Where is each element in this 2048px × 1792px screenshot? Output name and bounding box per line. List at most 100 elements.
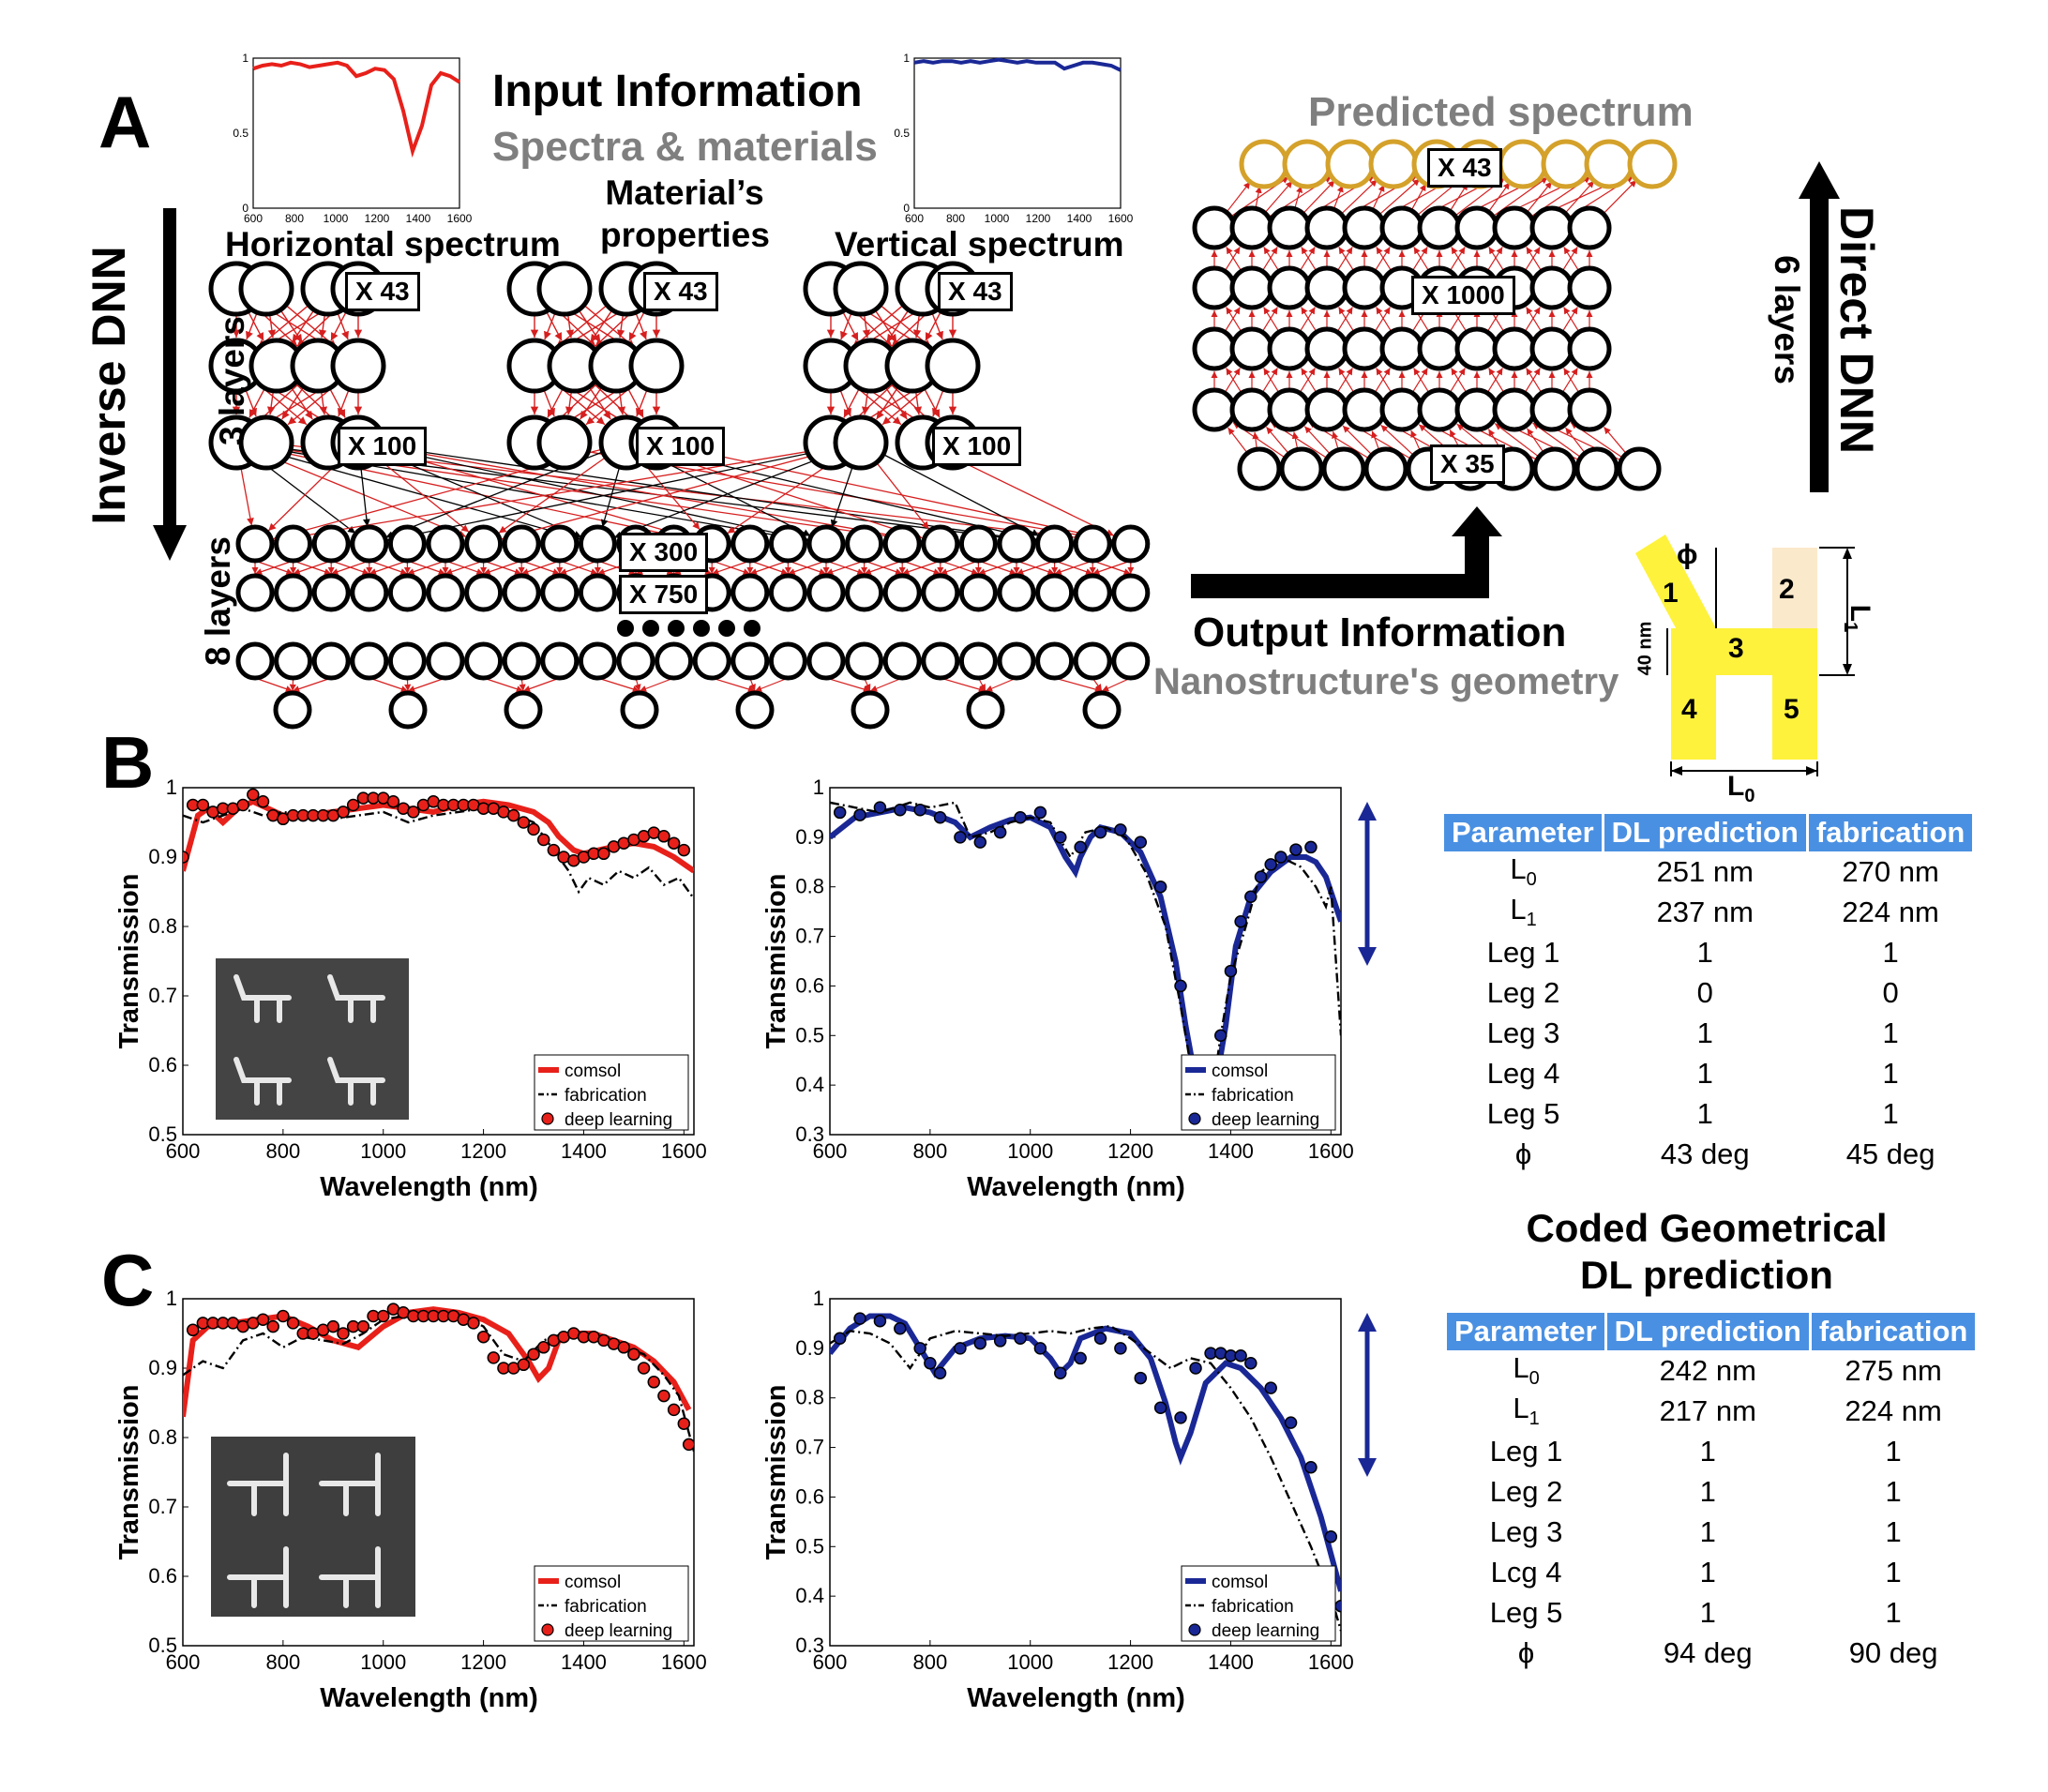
x-tick-label: 600 bbox=[166, 1650, 201, 1674]
mini-x-tick: 600 bbox=[905, 212, 924, 225]
forty-nm-label: 40 nm bbox=[1634, 621, 1656, 676]
data-point bbox=[1033, 1342, 1047, 1355]
material-properties-label-2: properties bbox=[600, 216, 770, 254]
x-tick-label: 600 bbox=[813, 1650, 848, 1674]
edge bbox=[1486, 368, 1503, 394]
neuron bbox=[1342, 205, 1387, 250]
x-tick-label: 800 bbox=[913, 1650, 948, 1674]
neuron bbox=[1492, 387, 1537, 432]
layer-count-box: X 43 bbox=[938, 272, 1013, 311]
edge bbox=[617, 390, 626, 415]
material-properties-label-1: Material’s bbox=[605, 173, 764, 212]
edge bbox=[1411, 368, 1428, 394]
neuron bbox=[1379, 387, 1424, 432]
edge bbox=[1294, 185, 1303, 209]
leg-3-label: 3 bbox=[1728, 633, 1744, 664]
edge bbox=[369, 677, 409, 693]
nanostructure-geometry-diagram bbox=[1635, 535, 1855, 776]
y-tick-label: 0.6 bbox=[148, 1564, 177, 1588]
legend-label: deep learning bbox=[565, 1110, 672, 1130]
edge bbox=[1299, 247, 1316, 272]
neuron bbox=[502, 641, 541, 681]
edge bbox=[1524, 307, 1541, 333]
edge bbox=[923, 387, 941, 418]
edge bbox=[862, 313, 871, 339]
data-point bbox=[186, 1323, 200, 1337]
data-point bbox=[1284, 1416, 1298, 1429]
fabrication-cell: 1 bbox=[1882, 935, 1899, 969]
neuron bbox=[1073, 573, 1112, 612]
table-header: Parameter bbox=[1444, 814, 1604, 851]
edge bbox=[1371, 430, 1380, 451]
data-point bbox=[1254, 870, 1268, 883]
neuron bbox=[311, 524, 351, 564]
data-point bbox=[1264, 858, 1277, 871]
mini-x-tick: 800 bbox=[285, 212, 304, 225]
data-point bbox=[1274, 851, 1288, 864]
neuron bbox=[274, 573, 313, 612]
x-tick-label: 1600 bbox=[661, 1650, 707, 1674]
mini-x-tick: 1000 bbox=[324, 212, 349, 225]
dl-prediction-cell: 217 nm bbox=[1659, 1393, 1756, 1427]
data-point bbox=[1134, 836, 1148, 849]
data-point bbox=[1214, 1029, 1227, 1043]
neuron bbox=[387, 641, 427, 681]
mini-x-tick: 1600 bbox=[447, 212, 473, 225]
edge bbox=[840, 311, 852, 340]
edge bbox=[931, 311, 943, 340]
neuron bbox=[997, 524, 1036, 564]
x-tick-label: 1000 bbox=[360, 1139, 406, 1163]
edge bbox=[925, 310, 942, 341]
mini-y-tick: 0 bbox=[242, 202, 248, 215]
edge bbox=[613, 451, 838, 539]
data-point bbox=[617, 1341, 630, 1354]
leg-4-label: 4 bbox=[1681, 694, 1697, 725]
edge bbox=[1449, 182, 1468, 212]
series-line-fabrication bbox=[830, 1324, 1341, 1632]
neuron bbox=[882, 524, 922, 564]
mini-x-tick: 1000 bbox=[985, 212, 1010, 225]
neuron bbox=[540, 641, 580, 681]
sem-inset-b bbox=[216, 958, 409, 1120]
output-arrowhead bbox=[1452, 506, 1502, 536]
edge bbox=[1340, 179, 1378, 215]
parameter-table-c: Parameter DL prediction fabrication L0 24… bbox=[1447, 1313, 1979, 1673]
edge bbox=[1224, 307, 1241, 333]
edge bbox=[1524, 368, 1541, 394]
neuron bbox=[1368, 139, 1419, 189]
neuron bbox=[845, 573, 884, 612]
edge bbox=[626, 387, 644, 418]
edge bbox=[259, 451, 467, 538]
three-layers-label: 3 layers bbox=[213, 316, 251, 445]
neuron bbox=[387, 573, 427, 612]
table-row: Leg 4 1 1 bbox=[1444, 1053, 1974, 1093]
neuron bbox=[1342, 265, 1387, 310]
neuron bbox=[845, 524, 884, 564]
edge bbox=[1336, 307, 1353, 333]
data-point bbox=[346, 798, 360, 812]
layer-count-box: X 1000 bbox=[1411, 276, 1515, 315]
y-tick-label: 0.5 bbox=[795, 1534, 824, 1558]
x-tick-label: 800 bbox=[266, 1139, 301, 1163]
neuron bbox=[1192, 387, 1237, 432]
neuron bbox=[1111, 573, 1151, 612]
neuron bbox=[311, 641, 351, 681]
edge bbox=[522, 677, 561, 692]
legend-label: deep learning bbox=[1212, 1621, 1319, 1641]
table-row: L1 217 nm 224 nm bbox=[1447, 1391, 1977, 1431]
neuron bbox=[1532, 446, 1577, 491]
parameter-cell: Leg 1 bbox=[1489, 1434, 1563, 1468]
neuron bbox=[1342, 387, 1387, 432]
edge bbox=[248, 387, 266, 418]
edge bbox=[616, 313, 625, 339]
plot-area bbox=[830, 801, 1341, 1117]
edge bbox=[1226, 368, 1242, 394]
data-point bbox=[1054, 1366, 1067, 1380]
legend bbox=[1181, 1565, 1336, 1642]
edge bbox=[636, 388, 648, 417]
y-tick-label: 0.7 bbox=[148, 1495, 177, 1518]
edge bbox=[681, 447, 1113, 543]
data-point bbox=[256, 1313, 270, 1326]
fabrication-cell: 1 bbox=[1885, 1555, 1902, 1589]
